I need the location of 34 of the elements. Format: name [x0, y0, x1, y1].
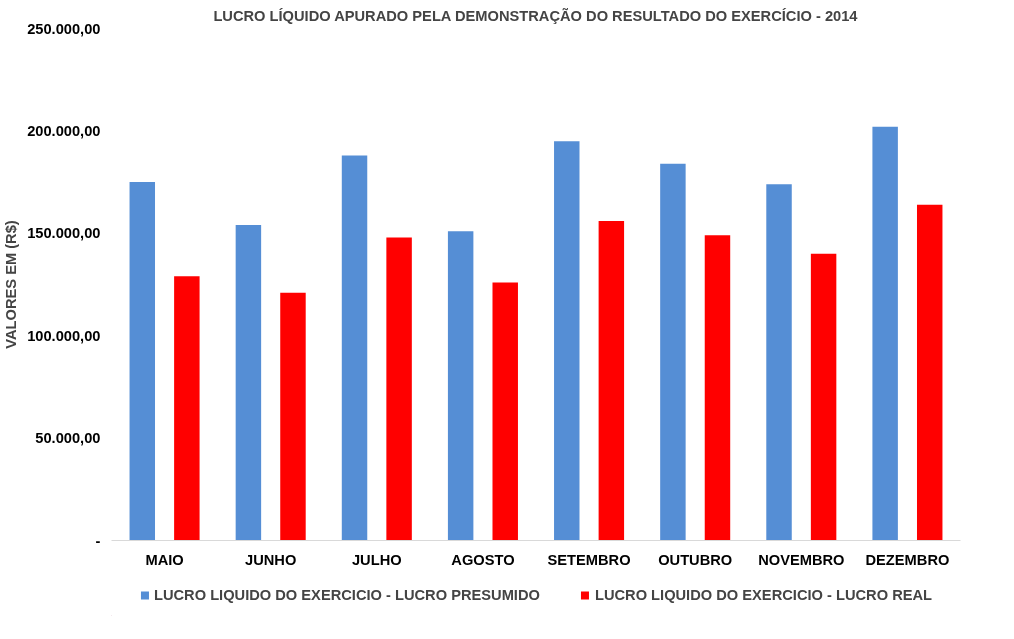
x-tick-label: JULHO: [351, 551, 402, 568]
x-tick-label: AGOSTO: [451, 551, 515, 568]
bar: [598, 221, 625, 541]
y-tick-label: 100.000,00: [27, 327, 101, 344]
x-tick-label: JUNHO: [245, 551, 297, 568]
bar: [492, 282, 518, 541]
x-tick-label: DEZEMBRO: [865, 551, 950, 568]
y-tick-label: 250.000,00: [27, 20, 101, 37]
bar: [916, 204, 943, 541]
y-tick-label: 200.000,00: [27, 122, 101, 139]
x-tick-label: OUTUBRO: [658, 551, 733, 568]
bar: [766, 184, 792, 541]
y-axis-title: VALORES EM (R$): [3, 220, 20, 349]
y-tick-label: -: [95, 532, 101, 549]
bar: [129, 182, 156, 541]
bar: [280, 292, 306, 541]
bar: [447, 231, 474, 541]
x-tick-label: NOVEMBRO: [758, 551, 845, 568]
chart-title: LUCRO LÍQUIDO APURADO PELA DEMONSTRAÇÃO DO RESULTADO DO EXERCÍCIO - 2014: [213, 6, 859, 24]
bar: [810, 253, 837, 541]
legend-label: LUCRO LIQUIDO DO EXERCICIO - LUCRO PRESUMIDO: [153, 587, 540, 603]
y-tick-label: 150.000,00: [27, 225, 101, 242]
y-tick-label: 50.000,00: [35, 430, 101, 447]
x-tick-label: MAIO: [145, 551, 184, 568]
bar: [872, 126, 898, 541]
legend-label: LUCRO LIQUIDO DO EXERCICIO - LUCRO REAL: [594, 587, 933, 603]
bar: [704, 235, 731, 541]
bar: [660, 163, 686, 541]
bar: [554, 141, 580, 541]
bar: [174, 276, 200, 541]
bar: [235, 225, 262, 541]
bar: [341, 155, 368, 541]
bar: [386, 237, 412, 541]
x-tick-label: SETEMBRO: [547, 551, 631, 568]
